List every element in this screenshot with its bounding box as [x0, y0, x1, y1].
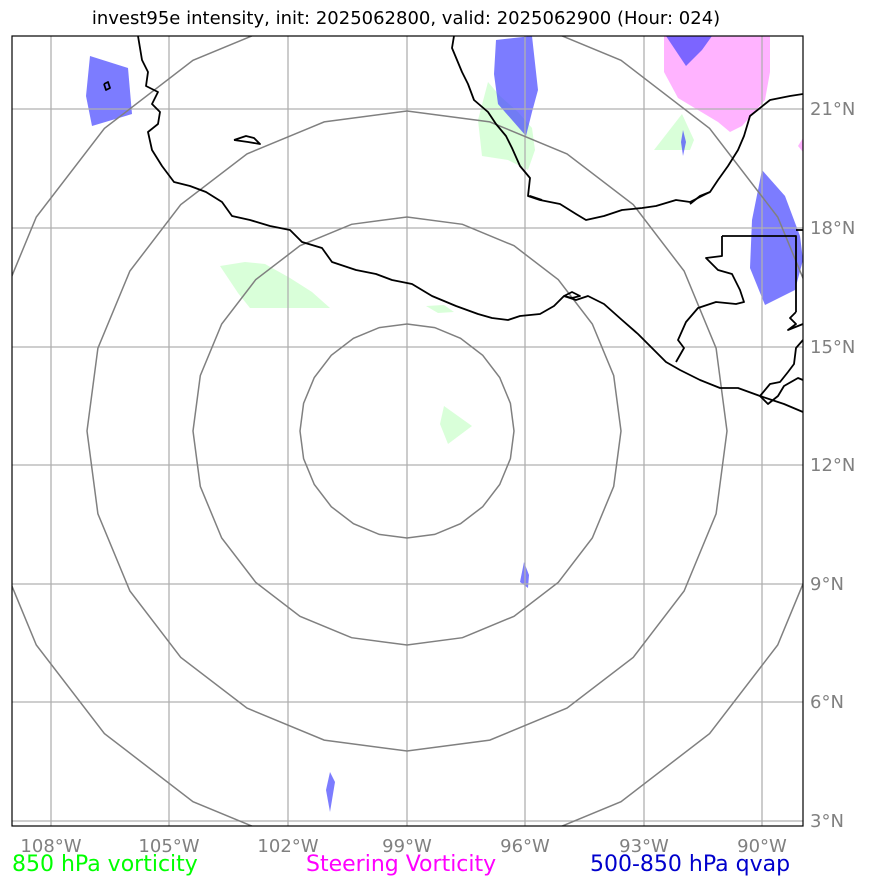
lat-label: 18°N — [810, 218, 855, 239]
lon-label: 102°W — [257, 836, 318, 857]
range-rings — [12, 36, 803, 826]
lat-label: 9°N — [810, 574, 844, 595]
legend-steering-vorticity: Steering Vorticity — [306, 852, 497, 877]
lat-label: 21°N — [810, 99, 855, 120]
longitude-labels: 108°W 105°W 102°W 99°W 96°W 93°W 90°W — [20, 836, 787, 857]
lat-label: 6°N — [810, 692, 844, 713]
lat-label: 12°N — [810, 455, 855, 476]
legend-qvap: 500-850 hPa qvap — [590, 852, 791, 877]
lat-label: 15°N — [810, 337, 855, 358]
legend-850-vorticity: 850 hPa vorticity — [12, 852, 198, 877]
range-ring — [86, 110, 728, 752]
lon-label: 99°W — [382, 836, 432, 857]
lon-label: 108°W — [20, 836, 81, 857]
map-frame — [11, 35, 804, 827]
coastlines — [103, 36, 803, 413]
range-ring — [299, 323, 515, 539]
latitude-labels: 21°N 18°N 15°N 12°N 9°N 6°N 3°N — [810, 99, 855, 832]
lon-label: 105°W — [138, 836, 199, 857]
map-title: invest95e intensity, init: 2025062800, v… — [91, 8, 721, 29]
lon-label: 96°W — [500, 836, 550, 857]
range-ring — [12, 36, 803, 826]
lat-label: 3°N — [810, 811, 844, 832]
range-ring — [192, 216, 622, 646]
graticule — [12, 36, 803, 826]
lon-label: 93°W — [619, 836, 669, 857]
lon-label: 90°W — [737, 836, 787, 857]
